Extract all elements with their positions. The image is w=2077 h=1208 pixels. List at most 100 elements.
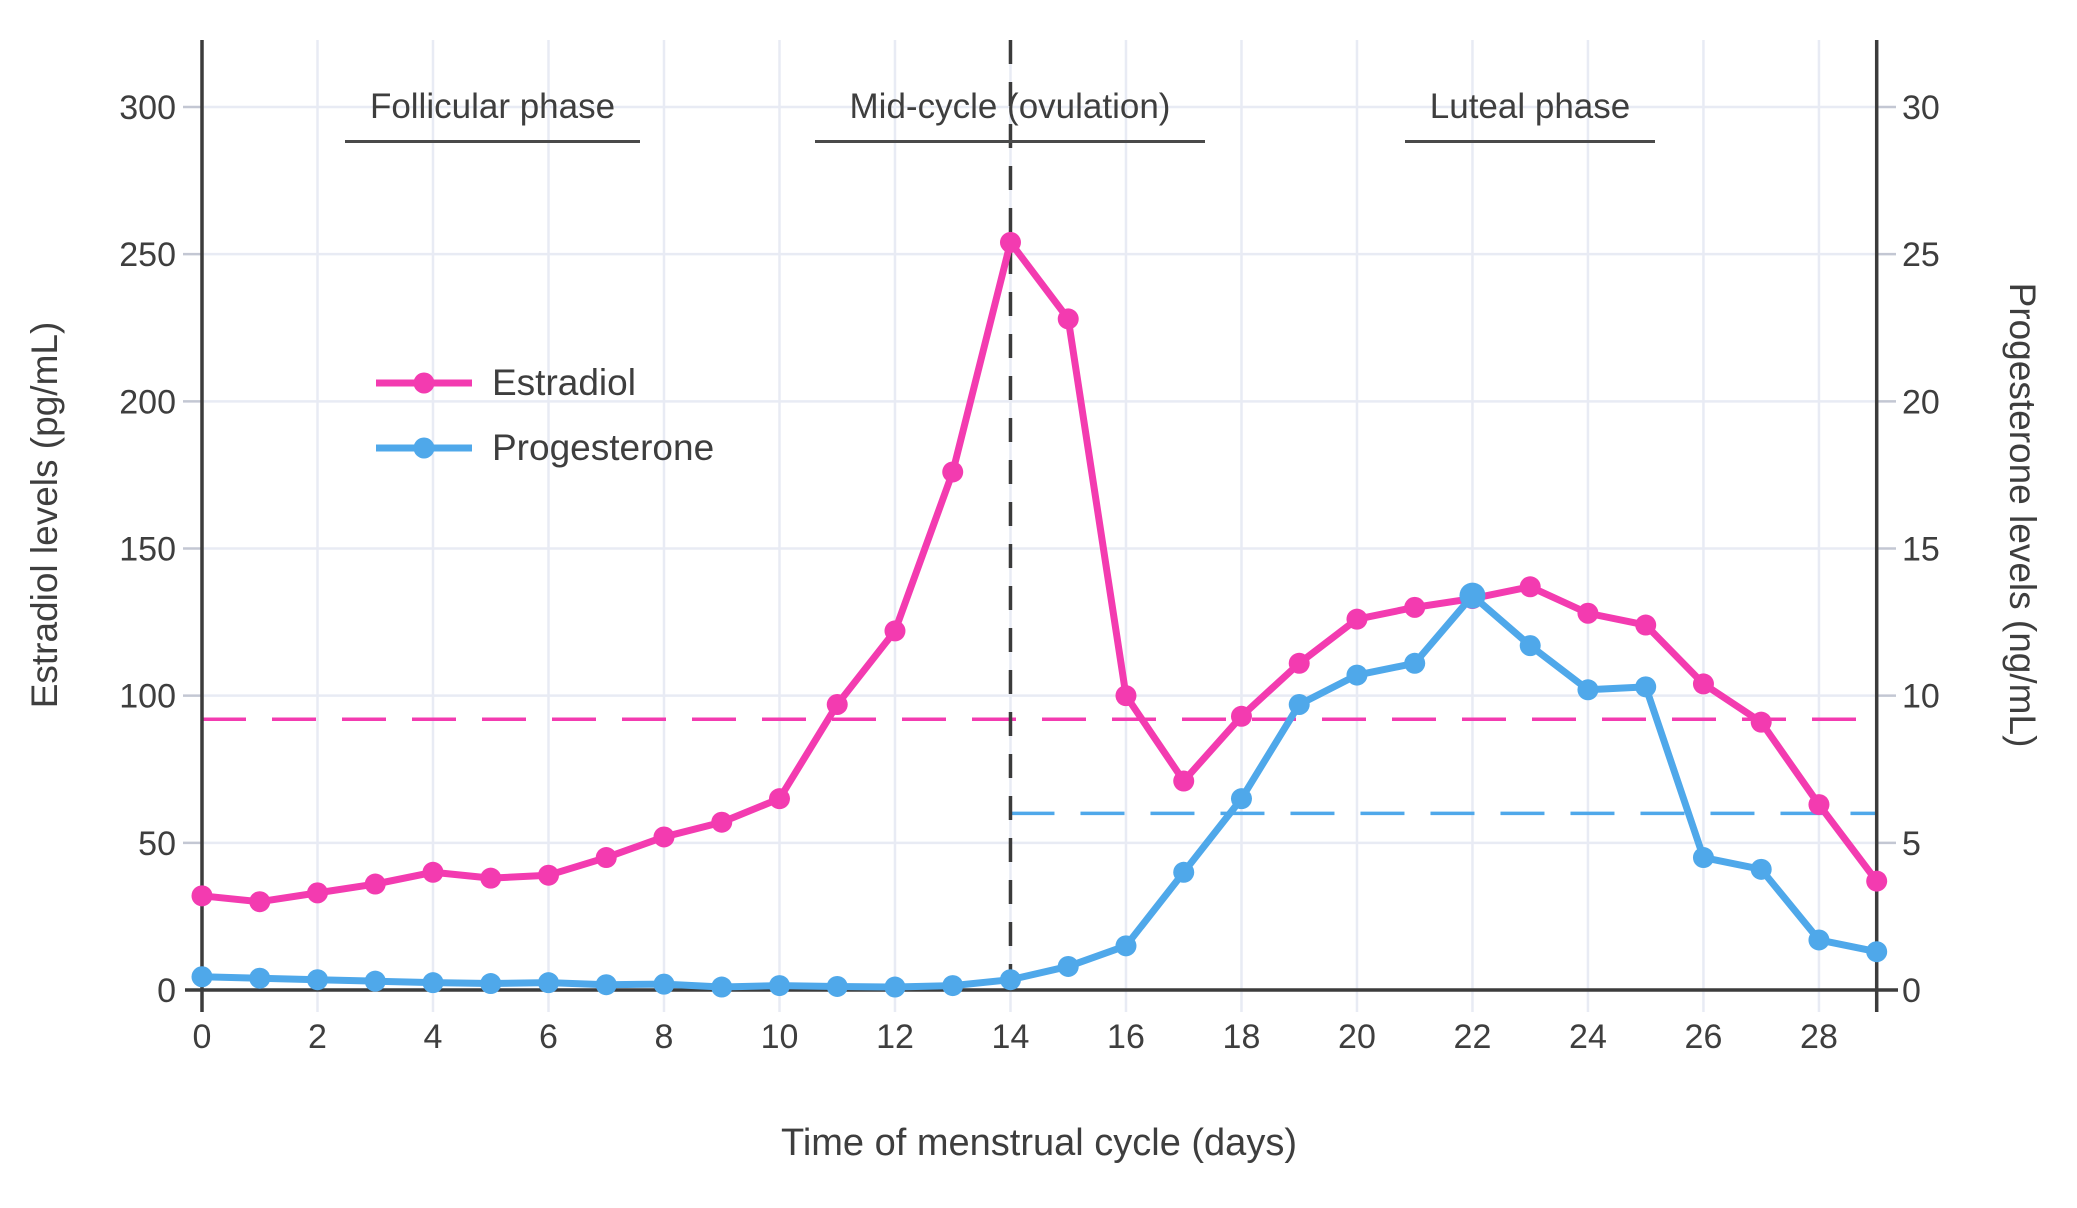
y-right-tick-label: 5 xyxy=(1902,825,1921,863)
estradiol-point-day-9 xyxy=(711,811,733,833)
progesterone-point-day-20 xyxy=(1346,664,1368,686)
x-tick-label: 16 xyxy=(1107,1018,1145,1056)
estradiol-point-day-6 xyxy=(537,864,559,886)
y-right-tick-label: 10 xyxy=(1902,678,1940,716)
y-right-tick-label: 25 xyxy=(1902,236,1940,274)
progesterone-point-day-18 xyxy=(1230,788,1252,810)
progesterone-line xyxy=(198,592,1881,991)
estradiol-point-day-29 xyxy=(1866,870,1888,892)
estradiol-point-day-24 xyxy=(1577,602,1599,624)
x-tick-label: 4 xyxy=(424,1018,443,1056)
estradiol-point-day-18 xyxy=(1230,705,1252,727)
y-left-tick-label: 50 xyxy=(138,825,176,863)
progesterone-point-day-17 xyxy=(1173,861,1195,883)
x-tick-label: 20 xyxy=(1338,1018,1376,1056)
estradiol-point-day-1 xyxy=(249,891,271,913)
legend-label-estradiol: Estradiol xyxy=(492,361,636,403)
estradiol-point-day-11 xyxy=(826,693,848,715)
progesterone-point-day-4 xyxy=(422,972,444,994)
x-tick-label: 10 xyxy=(761,1018,799,1056)
estradiol-point-day-2 xyxy=(306,882,328,904)
progesterone-point-day-24 xyxy=(1577,679,1599,701)
x-tick-label: 0 xyxy=(193,1018,212,1056)
progesterone-point-day-19 xyxy=(1288,693,1310,715)
progesterone-point-day-14 xyxy=(999,969,1021,991)
x-tick-label: 24 xyxy=(1569,1018,1607,1056)
y-right-tick-label: 30 xyxy=(1902,89,1940,127)
progesterone-point-day-21 xyxy=(1404,652,1426,674)
estradiol-line xyxy=(198,238,1881,906)
estradiol-point-day-23 xyxy=(1519,576,1541,598)
progesterone-point-day-16 xyxy=(1115,935,1137,957)
y-right-tick-label: 20 xyxy=(1902,383,1940,421)
progesterone-point-day-10 xyxy=(768,975,790,997)
progesterone-point-day-9 xyxy=(711,976,733,998)
estradiol-point-day-19 xyxy=(1288,652,1310,674)
estradiol-point-day-4 xyxy=(422,861,444,883)
estradiol-point-day-13 xyxy=(942,461,964,483)
legend-item-estradiol: Estradiol xyxy=(374,350,714,415)
x-tick-label: 2 xyxy=(308,1018,327,1056)
phase-label-luteal: Luteal phase xyxy=(1405,84,1655,143)
progesterone-point-day-25 xyxy=(1635,676,1657,698)
legend-item-progesterone: Progesterone xyxy=(374,415,714,480)
progesterone-point-day-11 xyxy=(826,975,848,997)
progesterone-point-day-7 xyxy=(595,974,617,996)
y-right-tick-label: 15 xyxy=(1902,531,1940,569)
x-tick-label: 22 xyxy=(1454,1018,1492,1056)
estradiol-legend-marker-icon xyxy=(376,372,472,393)
estradiol-point-day-25 xyxy=(1635,614,1657,636)
progesterone-point-day-8 xyxy=(653,973,675,995)
chart-legend: Estradiol Progesterone xyxy=(374,350,714,480)
progesterone-point-day-27 xyxy=(1750,858,1772,880)
progesterone-point-day-12 xyxy=(884,976,906,998)
y-axis-left-title: Estradiol levels (pg/mL) xyxy=(24,321,65,709)
y-right-tick-label: 0 xyxy=(1902,972,1921,1010)
estradiol-point-day-21 xyxy=(1404,596,1426,618)
progesterone-point-day-15 xyxy=(1057,955,1079,977)
y-left-tick-label: 300 xyxy=(119,89,176,127)
estradiol-point-day-0 xyxy=(191,885,213,907)
x-tick-label: 28 xyxy=(1800,1018,1838,1056)
y-left-tick-label: 200 xyxy=(119,383,176,421)
x-tick-label: 6 xyxy=(539,1018,558,1056)
progesterone-point-day-23 xyxy=(1519,635,1541,657)
progesterone-point-day-2 xyxy=(306,969,328,991)
phase-label-follicular: Follicular phase xyxy=(345,84,640,143)
progesterone-point-day-29 xyxy=(1866,941,1888,963)
x-tick-label: 8 xyxy=(655,1018,674,1056)
progesterone-point-day-22 xyxy=(1459,582,1486,609)
progesterone-legend-marker-icon xyxy=(376,437,472,458)
y-axis-right-title: Progesterone levels (ng/mL) xyxy=(2002,282,2043,748)
estradiol-point-day-17 xyxy=(1173,770,1195,792)
progesterone-point-day-26 xyxy=(1692,847,1714,869)
y-left-tick-label: 100 xyxy=(119,678,176,716)
estradiol-point-day-3 xyxy=(364,873,386,895)
estradiol-point-day-20 xyxy=(1346,608,1368,630)
estradiol-point-day-14 xyxy=(999,231,1021,253)
x-tick-label: 12 xyxy=(876,1018,914,1056)
progesterone-point-day-28 xyxy=(1808,929,1830,951)
y-left-tick-label: 0 xyxy=(157,972,176,1010)
x-axis-title: Time of menstrual cycle (days) xyxy=(781,1122,1297,1164)
x-tick-label: 14 xyxy=(992,1018,1030,1056)
progesterone-point-day-3 xyxy=(364,970,386,992)
y-left-tick-label: 150 xyxy=(119,531,176,569)
progesterone-point-day-1 xyxy=(249,967,271,989)
progesterone-point-day-0 xyxy=(191,966,213,988)
estradiol-point-day-5 xyxy=(480,867,502,889)
estradiol-point-day-27 xyxy=(1750,711,1772,733)
estradiol-point-day-16 xyxy=(1115,685,1137,707)
x-tick-label: 26 xyxy=(1685,1018,1723,1056)
x-tick-label: 18 xyxy=(1223,1018,1261,1056)
estradiol-point-day-26 xyxy=(1692,673,1714,695)
y-left-tick-label: 250 xyxy=(119,236,176,274)
phase-label-midcycle: Mid-cycle (ovulation) xyxy=(815,84,1205,143)
estradiol-point-day-8 xyxy=(653,826,675,848)
estradiol-point-day-28 xyxy=(1808,794,1830,816)
progesterone-point-day-5 xyxy=(480,973,502,995)
estradiol-point-day-7 xyxy=(595,847,617,869)
estradiol-point-day-10 xyxy=(768,788,790,810)
